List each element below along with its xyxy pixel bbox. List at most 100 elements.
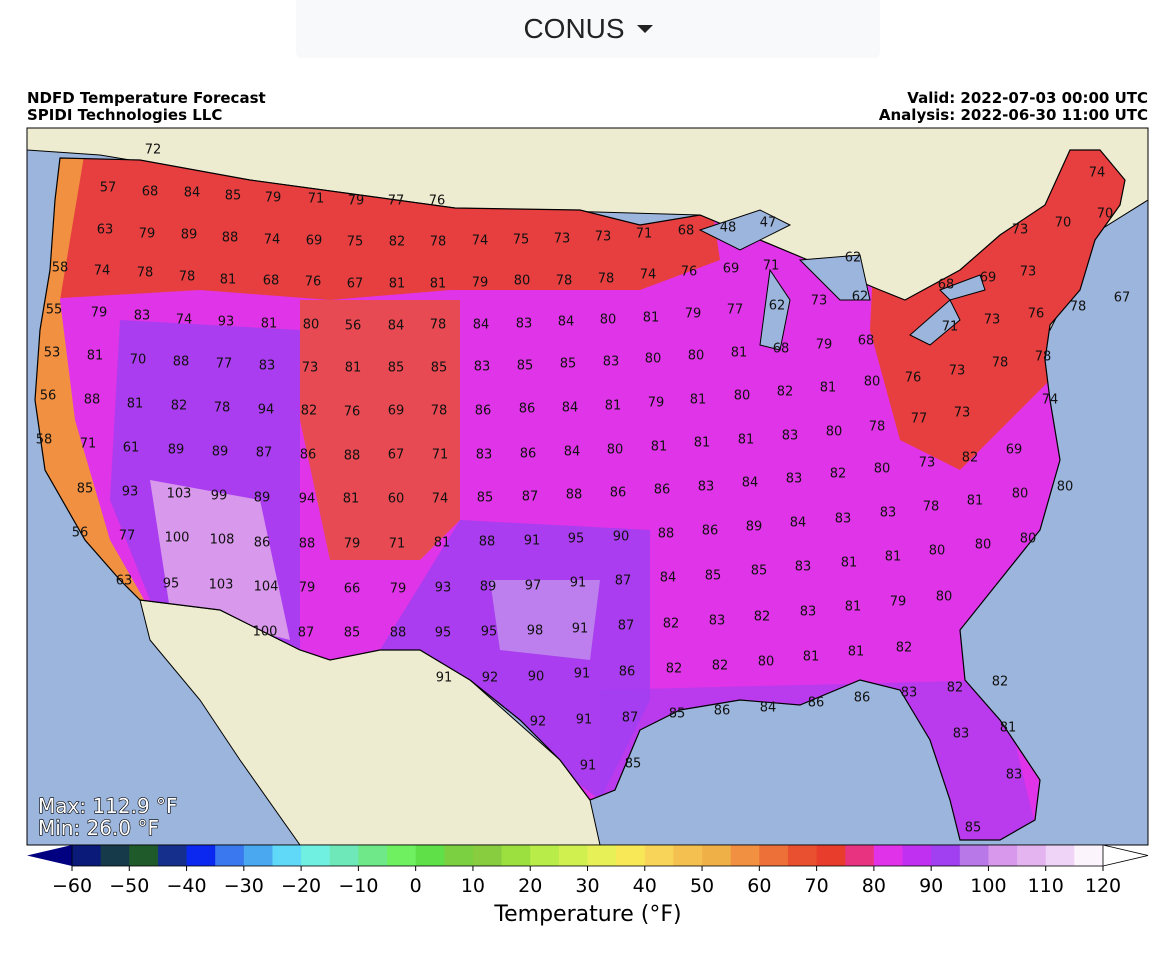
station-label: 80 (826, 425, 843, 440)
colorbar-segment (816, 845, 846, 866)
station-label: 81 (261, 317, 278, 332)
station-label: 70 (1097, 207, 1114, 222)
station-label: 69 (306, 234, 323, 249)
station-label: 75 (513, 233, 530, 248)
station-label: 86 (475, 404, 492, 419)
station-label: 74 (432, 492, 449, 507)
station-label: 79 (685, 307, 702, 322)
station-label: 73 (1020, 265, 1037, 280)
colorbar-segment (1074, 845, 1104, 866)
station-label: 76 (429, 194, 446, 209)
station-label: 56 (345, 319, 362, 334)
station-label: 79 (299, 581, 316, 596)
colorbar-segment (616, 845, 646, 866)
colorbar-segment (129, 845, 159, 866)
station-label: 83 (1006, 768, 1023, 783)
region-dropdown[interactable]: CONUS (296, 0, 880, 58)
station-label: 71 (942, 320, 959, 335)
station-label: 76 (905, 371, 922, 386)
station-label: 84 (388, 319, 405, 334)
station-label: 73 (302, 361, 319, 376)
station-label: 71 (389, 537, 406, 552)
colorbar-tick-label: 20 (518, 875, 542, 897)
station-label: 85 (517, 359, 534, 374)
station-label: 98 (527, 624, 544, 639)
colorbar-segment (587, 845, 617, 866)
station-label: 80 (929, 544, 946, 559)
station-label: 48 (720, 221, 737, 236)
station-label: 86 (300, 448, 317, 463)
station-label: 80 (1020, 532, 1037, 547)
station-label: 81 (430, 277, 447, 292)
station-label: 63 (116, 574, 133, 589)
colorbar-tick-label: 100 (970, 875, 1006, 897)
station-label: 80 (936, 590, 953, 605)
station-label: 53 (44, 346, 61, 361)
station-label: 89 (212, 445, 229, 460)
station-label: 70 (1055, 216, 1072, 231)
caret[interactable] (636, 25, 653, 33)
colorbar-segment (215, 845, 245, 866)
station-label: 82 (666, 662, 683, 677)
station-label: 78 (430, 318, 447, 333)
station-label: 80 (607, 443, 624, 458)
station-label: 80 (303, 318, 320, 333)
station-label: 72 (145, 143, 162, 158)
station-label: 85 (431, 361, 448, 376)
map-title: NDFD Temperature Forecast (27, 89, 266, 107)
station-label: 103 (209, 578, 234, 593)
colorbar-segment (845, 845, 875, 866)
station-label: 91 (574, 667, 591, 682)
station-label: 81 (731, 346, 748, 361)
station-label: 77 (216, 357, 233, 372)
station-label: 100 (253, 625, 278, 640)
station-label: 86 (808, 696, 825, 711)
station-labels: 72 57 68 84 85 79 71 79 77 76 63 79 89 88 74 69 75 82 78 74… (36, 143, 1131, 836)
station-label: 81 (343, 492, 360, 507)
station-label: 88 (84, 393, 101, 408)
station-label: 89 (168, 443, 185, 458)
colorbar-segment (444, 845, 474, 866)
colorbar-segment (931, 845, 961, 866)
station-label: 84 (473, 318, 490, 333)
station-label: 91 (580, 759, 597, 774)
station-label: 62 (845, 251, 862, 266)
station-label: 108 (210, 533, 235, 548)
station-label: 95 (435, 626, 452, 641)
station-label: 81 (345, 361, 362, 376)
station-label: 100 (165, 531, 190, 546)
station-label: 77 (727, 303, 744, 318)
station-label: 80 (1012, 487, 1029, 502)
station-label: 77 (911, 412, 928, 427)
colorbar-segment (329, 845, 359, 866)
station-label: 85 (477, 491, 494, 506)
station-label: 81 (738, 433, 755, 448)
station-label: 81 (87, 349, 104, 364)
station-label: 67 (1114, 291, 1131, 306)
station-label: 83 (476, 448, 493, 463)
station-label: 79 (816, 338, 833, 353)
colorbar-segment (787, 845, 818, 866)
station-label: 82 (389, 235, 406, 250)
station-label: 92 (530, 715, 547, 730)
colorbar-segment (100, 845, 130, 866)
field-95s-texas (490, 580, 600, 660)
colorbar-segment (988, 845, 1018, 866)
station-label: 79 (890, 595, 907, 610)
station-label: 68 (938, 278, 955, 293)
station-label: 74 (1042, 393, 1059, 408)
dropdown-label[interactable]: CONUS (523, 13, 625, 44)
station-label: 74 (472, 234, 489, 249)
max-temp: Max: 112.9 °F (38, 794, 178, 818)
station-label: 73 (1012, 223, 1029, 238)
station-label: 67 (347, 277, 364, 292)
colorbar-segment (272, 845, 302, 866)
station-label: 85 (965, 821, 982, 836)
colorbar-extend-high (1102, 844, 1149, 867)
station-label: 82 (712, 659, 729, 674)
station-label: 79 (472, 276, 489, 291)
station-label: 88 (173, 355, 190, 370)
station-label: 78 (556, 274, 573, 289)
station-label: 69 (723, 262, 740, 277)
field-rockies (300, 300, 460, 560)
